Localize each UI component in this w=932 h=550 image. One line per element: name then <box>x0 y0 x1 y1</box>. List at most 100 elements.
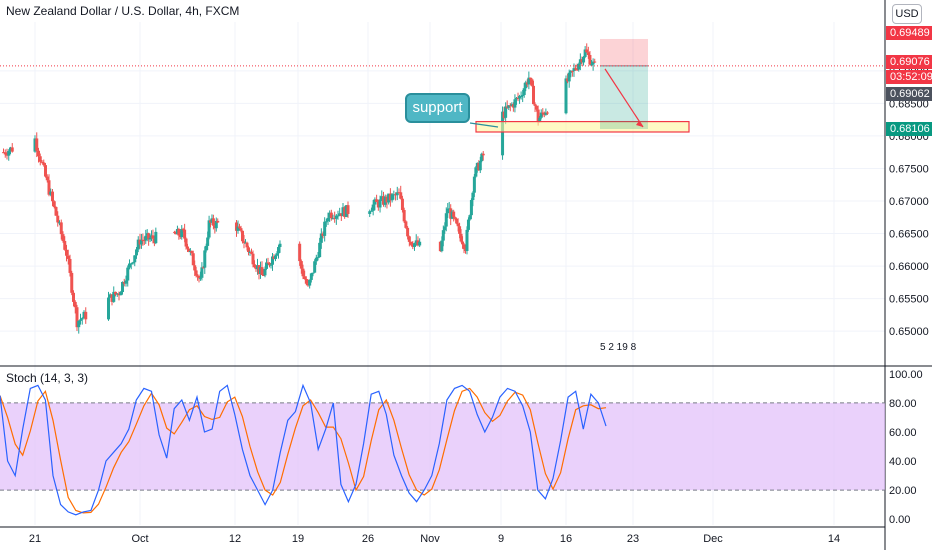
candle-body <box>268 262 271 266</box>
candle-body <box>501 111 505 156</box>
candle-body <box>316 257 320 259</box>
candle-body <box>480 153 484 162</box>
candle-body <box>207 220 211 238</box>
candle-body <box>73 301 77 308</box>
economic-events-icons[interactable]: 5 2 19 8 <box>600 342 637 353</box>
candle-body <box>314 257 318 262</box>
candle-body <box>368 211 372 214</box>
candle-body <box>56 215 60 223</box>
candle-body <box>148 237 152 240</box>
candle-body <box>2 152 5 154</box>
candle-body <box>110 294 114 302</box>
candle-body <box>409 241 413 245</box>
candle-body <box>331 217 335 219</box>
candle-body <box>371 204 375 211</box>
candle-body <box>247 247 250 253</box>
candle-body <box>263 268 267 276</box>
candle-body <box>313 261 317 273</box>
stoch-y-tick-label: 100.00 <box>889 369 923 381</box>
candle-body <box>265 262 268 269</box>
candle-body <box>326 217 330 222</box>
candle-body <box>510 104 514 106</box>
candle-body <box>191 253 195 266</box>
candle-body <box>37 150 40 157</box>
candle-body <box>154 231 158 244</box>
candle-body <box>388 193 392 201</box>
candle-body <box>181 228 185 230</box>
candle-body <box>339 213 343 217</box>
y-tick-label: 0.67000 <box>889 196 929 208</box>
stoch-k-line <box>0 383 607 516</box>
candle-body <box>525 82 529 85</box>
candle-body <box>536 109 540 123</box>
candle-body <box>572 68 576 71</box>
candle-body <box>151 235 155 239</box>
candle-body <box>115 293 119 295</box>
candle-body <box>9 147 12 152</box>
candle-body <box>79 319 82 321</box>
candle-body <box>328 212 332 218</box>
candle-body <box>236 226 240 231</box>
candle-body <box>122 281 126 284</box>
candle-body <box>124 280 128 284</box>
x-tick-label: 12 <box>229 533 241 545</box>
candle-body <box>440 240 444 252</box>
candle-body <box>519 96 523 98</box>
candle-body <box>502 111 506 118</box>
candle-body <box>518 96 522 99</box>
candle-body <box>51 191 54 202</box>
candle-body <box>201 267 205 269</box>
candle-body <box>413 243 416 247</box>
support-zone <box>475 120 690 133</box>
candle-body <box>344 205 348 217</box>
candle-body <box>585 49 589 53</box>
candle-body <box>533 104 537 106</box>
candle-body <box>61 234 65 241</box>
candle-body <box>194 270 198 276</box>
candle-body <box>59 222 63 235</box>
candle-body <box>241 230 244 242</box>
candle-body <box>303 276 307 280</box>
candle-body <box>441 230 445 241</box>
candle-body <box>586 52 590 55</box>
candle-body <box>68 258 72 273</box>
candle-body <box>242 241 246 243</box>
candle-body <box>65 249 68 256</box>
candle-body <box>566 78 570 82</box>
candle-body <box>121 281 124 293</box>
candle-body <box>128 263 131 268</box>
candle-body <box>564 78 568 114</box>
candle-body <box>392 194 396 196</box>
candle-body <box>75 307 79 328</box>
candle-body <box>514 97 518 100</box>
candle-body <box>112 291 116 302</box>
x-tick-label: 16 <box>560 533 572 545</box>
candle-body <box>277 247 280 254</box>
candle-body <box>5 154 9 156</box>
candle-body <box>84 311 88 320</box>
candle-body <box>142 240 146 242</box>
candle-body <box>204 245 208 251</box>
chart-title: New Zealand Dollar / U.S. Dollar, 4h, FX… <box>6 4 240 18</box>
candle-body <box>522 88 526 96</box>
candle-body <box>3 152 7 155</box>
currency-button[interactable]: USD <box>892 4 922 24</box>
candle-body <box>539 112 543 118</box>
candle-body <box>578 59 582 64</box>
support-callout[interactable]: support <box>405 93 470 123</box>
y-tick-label: 0.67500 <box>889 163 929 175</box>
candle-body <box>239 228 243 231</box>
candle-body <box>532 85 535 105</box>
candle-body <box>521 95 525 97</box>
candle-body <box>400 198 404 211</box>
y-tick-label: 0.66000 <box>889 261 929 273</box>
candle-body <box>323 221 327 236</box>
candle-body <box>468 215 472 220</box>
candle-body <box>200 267 204 278</box>
candle-body <box>478 161 482 171</box>
candle-body <box>260 267 264 276</box>
candle-body <box>144 235 148 241</box>
candle-body <box>590 64 594 66</box>
candle-body <box>418 241 422 246</box>
